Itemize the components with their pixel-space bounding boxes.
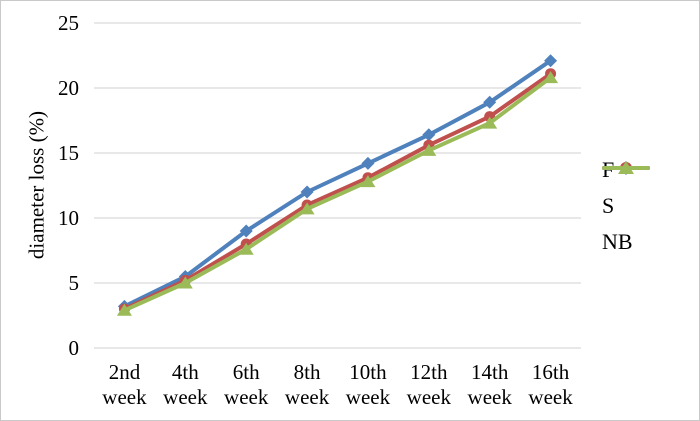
y-tick-label: 10 bbox=[58, 206, 79, 230]
legend-item-S: S bbox=[602, 162, 650, 218]
y-axis-title: diameter loss (%) bbox=[24, 110, 49, 260]
x-tick-label: 16th week bbox=[528, 360, 573, 409]
data-point-NB bbox=[421, 143, 437, 156]
y-tick-label: 5 bbox=[69, 271, 80, 295]
x-tick-label: 8th week bbox=[285, 360, 330, 409]
data-point-NB bbox=[543, 71, 559, 84]
x-tick-label: 10th week bbox=[346, 360, 391, 409]
series-line-S bbox=[122, 71, 553, 311]
x-tick-label: 4th week bbox=[163, 360, 208, 409]
x-tick-label: 6th week bbox=[224, 360, 269, 409]
data-point-NB bbox=[177, 276, 193, 289]
data-point-F bbox=[483, 95, 497, 109]
data-point-F bbox=[300, 185, 314, 199]
legend-key-triangle-icon bbox=[602, 161, 650, 174]
data-point-NB bbox=[116, 303, 132, 316]
y-tick-label: 20 bbox=[58, 76, 79, 100]
data-point-F bbox=[422, 128, 436, 142]
x-tick-label: 14th week bbox=[468, 360, 513, 409]
data-point-NB bbox=[360, 175, 376, 188]
data-point-F bbox=[239, 224, 253, 238]
series-line-NB bbox=[122, 75, 553, 313]
data-point-F bbox=[361, 156, 375, 170]
data-point-NB bbox=[238, 242, 254, 255]
data-point-NB bbox=[482, 116, 498, 129]
y-tick-label: 0 bbox=[69, 336, 80, 360]
y-tick-label: 15 bbox=[58, 141, 79, 165]
x-tick-label: 12th week bbox=[407, 360, 452, 409]
legend-label: NB bbox=[602, 228, 633, 254]
data-point-F bbox=[544, 54, 558, 68]
legend: FSNB bbox=[602, 158, 650, 254]
legend-label: S bbox=[602, 192, 615, 218]
y-tick-label: 25 bbox=[58, 11, 79, 35]
x-tick-label: 2nd week bbox=[102, 360, 147, 409]
series-line-F bbox=[122, 58, 553, 309]
legend-item-NB: NB bbox=[602, 161, 650, 254]
data-point-NB bbox=[299, 202, 315, 215]
